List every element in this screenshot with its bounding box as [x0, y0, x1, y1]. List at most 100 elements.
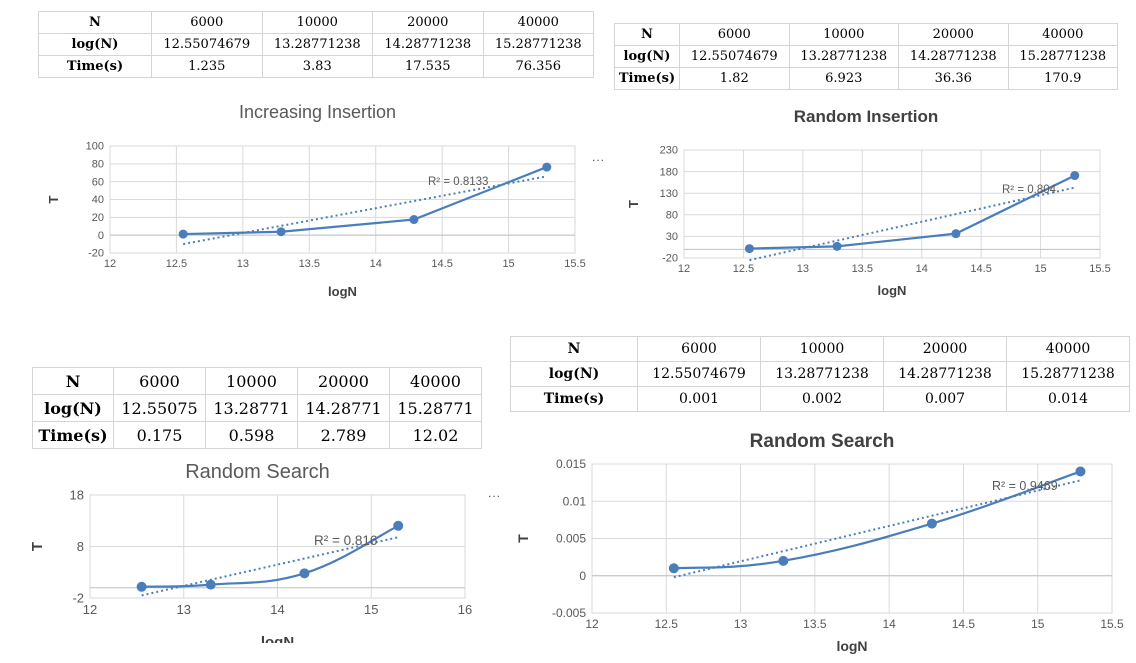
- chart-title: Increasing Insertion: [239, 102, 396, 122]
- table-cell: 15.28771238: [1007, 45, 1118, 68]
- table-cell: 12.55074679: [679, 45, 790, 68]
- table-cell: 6000: [113, 367, 206, 395]
- y-tick-label: 18: [70, 487, 84, 502]
- table-cell: N: [614, 23, 680, 46]
- table-cell: 0.001: [637, 386, 761, 412]
- y-tick-label: 0.01: [563, 494, 587, 508]
- y-tick-label: 60: [92, 176, 104, 188]
- chart-title: Random Insertion: [794, 107, 939, 126]
- table-cell: 0.014: [1006, 386, 1130, 412]
- table-cell: 20000: [297, 367, 390, 395]
- x-tick-label: 14: [916, 263, 928, 275]
- x-tick-label: 12: [678, 263, 690, 275]
- x-tick-label: 15.5: [1089, 263, 1110, 275]
- x-tick-label: 13: [797, 263, 809, 275]
- x-tick-label: 12: [585, 617, 599, 631]
- table-cell: 6000: [679, 23, 790, 46]
- table-random-search-2: N 6000 10000 20000 40000 log(N) 12.55074…: [510, 336, 1130, 412]
- series-line: [183, 166, 548, 236]
- table-cell: 14.28771238: [883, 361, 1007, 387]
- x-tick-label: 13: [237, 258, 249, 270]
- y-axis-label: T: [30, 542, 46, 551]
- trendline: [182, 175, 547, 246]
- x-tick-label: 14: [270, 602, 284, 617]
- chart-random-search-2: Random Search 12 12.5 13 13.5 14 14.5 15 15.5 -0.…: [515, 431, 1124, 654]
- x-tick-label: 14: [370, 258, 382, 270]
- y-axis-label: T: [46, 195, 61, 203]
- table-cell: 15.28771: [389, 394, 482, 422]
- table-cell: 40000: [482, 11, 594, 34]
- chart-random-insertion: Random Insertion 12 12.5 13 13.5 14 14.5 15 15.5…: [626, 107, 1111, 298]
- table-cell: 10000: [760, 336, 884, 362]
- y-tick-label: 30: [666, 231, 678, 243]
- y-tick-label: 80: [666, 209, 678, 221]
- table-cell: log(N): [510, 361, 638, 387]
- data-point: [744, 244, 754, 254]
- series-line: [141, 524, 399, 588]
- y-tick-label: 230: [660, 145, 678, 157]
- r-squared-label: R² = 0.9469: [992, 479, 1058, 493]
- table-row: N 6000 10000 20000 40000: [510, 336, 1130, 362]
- r-squared-label: R² = 0.816: [314, 533, 377, 548]
- table-cell: 6.923: [788, 67, 899, 90]
- table-cell: N: [510, 336, 638, 362]
- x-tick-label: 15: [502, 258, 514, 270]
- x-tick-label: 14.5: [952, 617, 976, 631]
- x-tick-label: 15: [1034, 263, 1046, 275]
- table-cell: Time(s): [614, 67, 680, 90]
- x-tick-label: 14: [882, 617, 896, 631]
- table-cell: 1.82: [679, 67, 790, 90]
- table-cell: 170.9: [1007, 67, 1118, 90]
- table-cell: 0.002: [760, 386, 884, 412]
- data-point: [926, 518, 937, 529]
- table-row: Time(s) 0.001 0.002 0.007 0.014: [510, 386, 1130, 412]
- table-cell: 0.007: [883, 386, 1007, 412]
- chart-increasing-insertion: Increasing Insertion 12 12.5 13 13.5 14 14.5 15…: [46, 102, 586, 299]
- x-tick-label: 13.5: [852, 263, 873, 275]
- table-row: log(N) 12.55074679 13.28771238 14.287712…: [38, 33, 594, 56]
- y-tick-label: 0: [98, 230, 104, 242]
- table-row: Time(s) 1.82 6.923 36.36 170.9: [614, 67, 1118, 90]
- data-point: [205, 579, 216, 590]
- x-tick-label: 16: [458, 602, 472, 617]
- y-tick-label: 0: [579, 569, 586, 583]
- table-cell: log(N): [38, 33, 152, 56]
- table-cell: 15.28771238: [1006, 361, 1130, 387]
- table-cell: 76.356: [482, 55, 594, 78]
- table-row: N 6000 10000 20000 40000: [38, 11, 594, 34]
- table-cell: 14.28771: [297, 394, 390, 422]
- x-tick-label: 12.5: [655, 617, 679, 631]
- table-random-search-1: N 6000 10000 20000 40000 log(N) 12.55075…: [32, 367, 482, 449]
- x-tick-label: 15: [1031, 617, 1045, 631]
- table-cell: 40000: [1007, 23, 1118, 46]
- chart-title: Random Search: [750, 431, 895, 452]
- data-point: [542, 162, 552, 172]
- table-cell: 12.55074679: [151, 33, 263, 56]
- x-tick-label: 13.5: [299, 258, 320, 270]
- table-cell: 10000: [205, 367, 298, 395]
- trendline: [141, 536, 399, 597]
- series-line: [749, 174, 1076, 250]
- y-tick-label: 20: [92, 212, 104, 224]
- table-cell: 40000: [1006, 336, 1130, 362]
- table-cell: 6000: [151, 11, 263, 34]
- data-point: [299, 568, 310, 579]
- ellipsis-marker: ...: [488, 486, 502, 500]
- table-cell: Time(s): [32, 421, 114, 449]
- chart-random-search-1: Random Search 12 13 14 15 16 -2 8 18 logN T R² = 0.…: [30, 461, 472, 643]
- table-cell: 10000: [261, 11, 373, 34]
- r-squared-label: R² = 0.8133: [428, 176, 488, 188]
- plot-area: [683, 149, 1101, 259]
- x-tick-label: 13: [734, 617, 748, 631]
- series-line: [673, 470, 1081, 570]
- table-cell: 14.28771238: [372, 33, 484, 56]
- y-tick-label: -0.005: [552, 606, 586, 620]
- table-cell: 12.55075: [113, 394, 206, 422]
- data-point: [1070, 171, 1080, 181]
- y-tick-label: 0.015: [556, 457, 586, 471]
- data-point: [409, 215, 419, 225]
- table-increasing-insertion: N 6000 10000 20000 40000 log(N) 12.55074…: [38, 11, 594, 78]
- table-row: Time(s) 0.175 0.598 2.789 12.02: [32, 421, 482, 449]
- data-point: [393, 520, 404, 531]
- x-axis-label: logN: [878, 283, 907, 298]
